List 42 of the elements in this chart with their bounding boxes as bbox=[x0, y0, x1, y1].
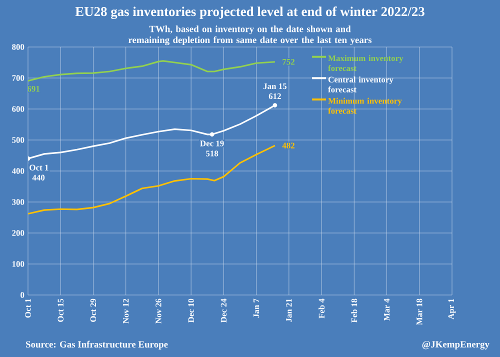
x-tick-label: Feb 18 bbox=[351, 298, 358, 323]
annotation: Dec 19 bbox=[200, 140, 224, 146]
source-note: Source: Gas Infrastructure Europe bbox=[26, 340, 168, 350]
x-tick-label: Mar 4 bbox=[384, 298, 390, 321]
y-tick-label: 200 bbox=[12, 230, 24, 236]
x-tick-label: Jan 7 bbox=[254, 298, 260, 318]
y-tick-label: 400 bbox=[12, 168, 24, 174]
x-tick-label: Dec 10 bbox=[188, 298, 194, 323]
x-tick-label: Mar 18 bbox=[416, 298, 422, 325]
annotation: 518 bbox=[206, 150, 218, 156]
text: @JKempEnergy bbox=[422, 341, 490, 350]
x-tick-label: Feb 4 bbox=[318, 298, 325, 318]
y-tick-label: 500 bbox=[12, 137, 24, 143]
x-tick-label: Oct 1 bbox=[25, 298, 31, 318]
x-tick-label: Apr 1 bbox=[448, 298, 456, 320]
y-tick-label: 300 bbox=[12, 199, 24, 205]
annotation: 691 bbox=[28, 86, 40, 92]
annotation: Oct 1 bbox=[30, 164, 48, 170]
y-tick-label: 700 bbox=[12, 75, 24, 81]
x-tick-label: Dec 24 bbox=[220, 298, 227, 323]
y-tick-label: 100 bbox=[12, 261, 24, 267]
x-tick-label: Oct 15 bbox=[58, 298, 64, 322]
line-series bbox=[28, 60, 276, 82]
line-series bbox=[28, 144, 276, 215]
legend-label: Central inventory forecast bbox=[328, 76, 394, 92]
y-tick-label: 600 bbox=[12, 106, 24, 112]
y-tick-label: 0 bbox=[20, 292, 24, 298]
x-tick-label: Jan 21 bbox=[286, 298, 292, 322]
annotation: 482 bbox=[282, 142, 294, 148]
x-tick-label: Nov 26 bbox=[156, 298, 162, 324]
annotation: Jan 15 bbox=[263, 83, 287, 90]
point bbox=[210, 132, 214, 137]
annotation: 752 bbox=[282, 59, 294, 65]
chart-title: EU28 gas inventories projected level at end of winter 2022/23 bbox=[75, 6, 424, 19]
legend-label: Minimum inventory forecast bbox=[328, 98, 402, 114]
annotation: 440 bbox=[32, 174, 45, 181]
x-tick-label: Oct 29 bbox=[90, 298, 96, 322]
annotation: 612 bbox=[268, 93, 281, 100]
point bbox=[272, 103, 278, 108]
y-tick-label: 800 bbox=[12, 44, 24, 50]
chart-subtitle: TWh, based on inventory on the date shown and remaining depletion from same date over the last ten years bbox=[128, 26, 372, 46]
x-tick-label: Nov 12 bbox=[123, 298, 129, 324]
